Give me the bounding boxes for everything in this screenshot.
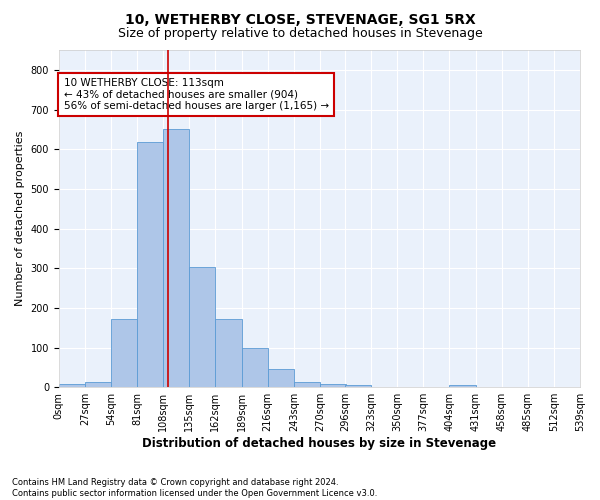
Bar bbox=[242, 348, 268, 387]
Bar bbox=[137, 142, 163, 387]
X-axis label: Distribution of detached houses by size in Stevenage: Distribution of detached houses by size … bbox=[142, 437, 496, 450]
Bar bbox=[85, 382, 111, 387]
Bar bbox=[268, 370, 294, 387]
Bar bbox=[163, 129, 190, 387]
Bar bbox=[190, 266, 215, 387]
Bar bbox=[111, 318, 137, 387]
Bar bbox=[59, 384, 85, 387]
Bar bbox=[320, 384, 346, 387]
Y-axis label: Number of detached properties: Number of detached properties bbox=[15, 131, 25, 306]
Bar bbox=[294, 382, 320, 387]
Text: Contains HM Land Registry data © Crown copyright and database right 2024.
Contai: Contains HM Land Registry data © Crown c… bbox=[12, 478, 377, 498]
Text: 10, WETHERBY CLOSE, STEVENAGE, SG1 5RX: 10, WETHERBY CLOSE, STEVENAGE, SG1 5RX bbox=[125, 12, 475, 26]
Text: 10 WETHERBY CLOSE: 113sqm
← 43% of detached houses are smaller (904)
56% of semi: 10 WETHERBY CLOSE: 113sqm ← 43% of detac… bbox=[64, 78, 329, 111]
Bar bbox=[215, 318, 242, 387]
Text: Size of property relative to detached houses in Stevenage: Size of property relative to detached ho… bbox=[118, 28, 482, 40]
Bar bbox=[449, 385, 476, 387]
Bar bbox=[345, 385, 371, 387]
